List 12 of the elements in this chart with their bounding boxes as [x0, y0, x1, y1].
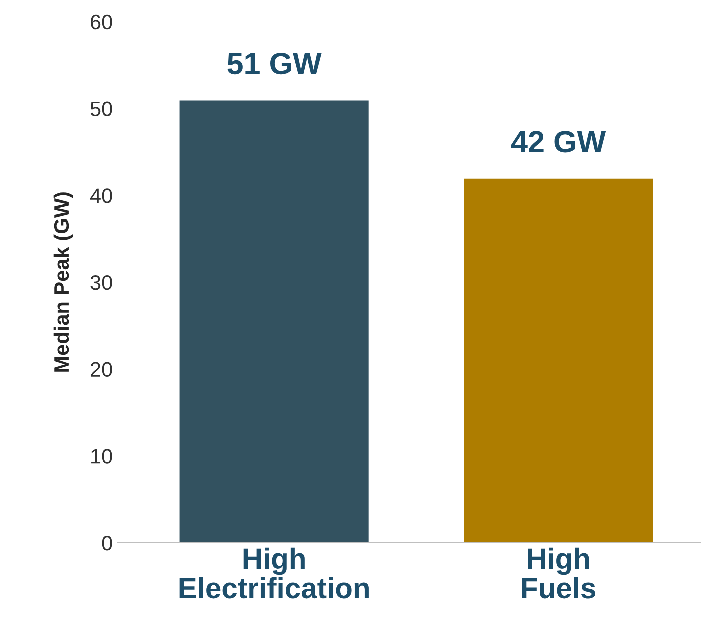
y-tick-label: 40 [90, 188, 112, 204]
y-tick-label: 20 [90, 362, 112, 378]
x-tick-label: High Electrification [180, 548, 369, 599]
data-label: 42 GW [511, 131, 606, 153]
data-label: 51 GW [228, 52, 322, 75]
x-tick-label: High Fuels [522, 548, 596, 599]
y-tick-label: 50 [90, 102, 112, 117]
y-axis-title: Median Peak (GW) [54, 192, 74, 372]
y-tick-label: 60 [91, 14, 112, 30]
y-tick-label: 0 [102, 536, 112, 551]
y-tick-label: 10 [92, 449, 112, 464]
y-tick-label: 30 [90, 275, 112, 290]
